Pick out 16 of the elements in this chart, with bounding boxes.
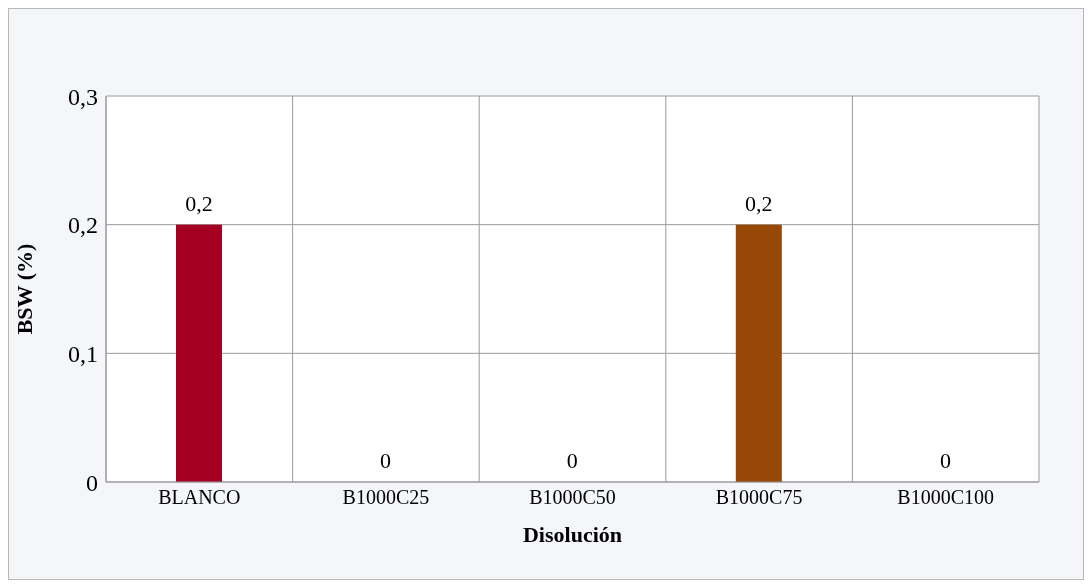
x-tick-label: BLANCO: [158, 486, 241, 509]
data-label: 0: [566, 448, 578, 473]
x-axis-title: Disolución: [522, 521, 623, 547]
y-axis-title: BSW (%): [11, 243, 37, 335]
x-tick-label: B1000C25: [342, 486, 430, 509]
y-tick-label: 0: [86, 469, 98, 496]
data-label: 0,2: [745, 190, 773, 216]
data-label: 0: [939, 448, 951, 473]
y-tick-label: 0,3: [68, 83, 98, 110]
data-label: 0,2: [185, 190, 213, 216]
x-tick-label: B1000C50: [529, 486, 616, 509]
data-label: 0: [380, 448, 392, 473]
x-tick-label: B1000C100: [897, 486, 995, 509]
x-tick-label: B1000C75: [715, 486, 803, 509]
y-tick-label: 0,2: [68, 212, 98, 239]
y-tick-label: 0,1: [68, 340, 98, 367]
